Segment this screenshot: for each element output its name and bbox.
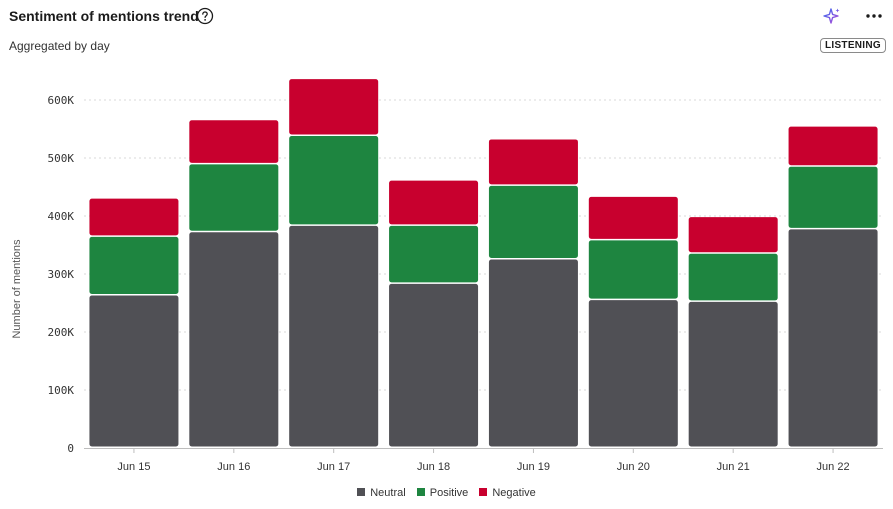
chart-title: Sentiment of mentions trend (9, 8, 199, 24)
chart-header: Sentiment of mentions trend (9, 6, 884, 30)
bar-positive-jun-20 (588, 240, 678, 299)
bar-neutral-jun-17 (289, 225, 379, 447)
bar-negative-jun-17 (289, 79, 379, 135)
x-tick-label: Jun 19 (517, 461, 550, 473)
y-tick-label: 0 (67, 442, 74, 455)
legend-item-neutral[interactable]: Neutral (357, 487, 406, 499)
legend-item-negative[interactable]: Negative (479, 487, 536, 499)
x-tick-label: Jun 22 (817, 461, 850, 473)
bar-positive-jun-17 (289, 135, 379, 225)
bar-neutral-jun-21 (688, 301, 778, 447)
x-tick-label: Jun 15 (117, 461, 150, 473)
help-circle-icon[interactable] (196, 7, 214, 25)
x-tick-label: Jun 18 (417, 461, 450, 473)
bar-neutral-jun-15 (89, 295, 179, 447)
y-axis-label: Number of mentions (11, 239, 23, 339)
sparkle-icon[interactable] (822, 6, 842, 26)
source-badge: LISTENING (819, 38, 886, 53)
bar-negative-jun-20 (588, 196, 678, 239)
legend-label-negative: Negative (492, 487, 536, 499)
bar-negative-jun-15 (89, 198, 179, 236)
x-tick-label: Jun 17 (317, 461, 350, 473)
bar-positive-jun-15 (89, 236, 179, 294)
legend-swatch-neutral (357, 488, 366, 496)
bar-negative-jun-22 (788, 126, 878, 166)
y-tick-label: 600K (48, 94, 75, 107)
y-tick-label: 300K (48, 268, 75, 281)
bar-neutral-jun-22 (788, 229, 878, 447)
bar-positive-jun-21 (688, 253, 778, 301)
y-tick-label: 500K (48, 152, 75, 165)
legend-swatch-positive (416, 488, 425, 496)
y-tick-label: 200K (48, 326, 75, 339)
more-horizontal-icon[interactable] (864, 8, 884, 24)
chart-subtitle: Aggregated by day (9, 39, 110, 53)
x-tick-label: Jun 20 (617, 461, 650, 473)
bar-negative-jun-16 (189, 120, 279, 163)
bar-negative-jun-19 (488, 139, 578, 185)
bar-negative-jun-18 (389, 180, 479, 225)
bar-negative-jun-21 (688, 217, 778, 253)
bar-neutral-jun-16 (189, 232, 279, 447)
y-tick-label: 100K (48, 384, 75, 397)
bar-neutral-jun-19 (488, 259, 578, 447)
stacked-bar-chart: 0 100K 200K 300K 400K 500K 600K Number of menti… (11, 79, 883, 473)
legend-item-positive[interactable]: Positive (416, 487, 469, 499)
bar-positive-jun-19 (488, 185, 578, 258)
bar-positive-jun-18 (389, 225, 479, 283)
bar-neutral-jun-18 (389, 283, 479, 447)
bar-positive-jun-16 (189, 164, 279, 231)
x-tick-label: Jun 16 (217, 461, 250, 473)
y-tick-label: 400K (48, 210, 75, 223)
legend-label-positive: Positive (429, 487, 469, 499)
x-tick-label: Jun 21 (717, 461, 750, 473)
legend-swatch-negative (479, 488, 488, 496)
legend-label-neutral: Neutral (370, 487, 406, 499)
chart-legend: Neutral Positive Negative (0, 487, 893, 499)
bar-positive-jun-22 (788, 166, 878, 228)
bar-neutral-jun-20 (588, 300, 678, 447)
